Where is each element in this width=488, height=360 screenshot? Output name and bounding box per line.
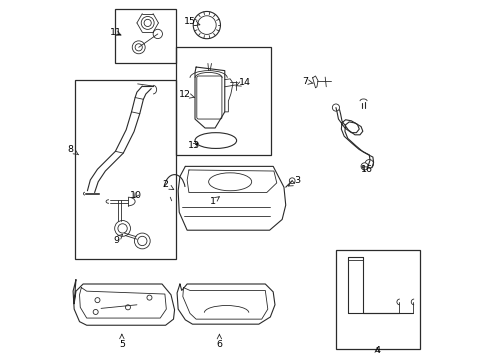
Circle shape xyxy=(115,221,130,236)
Text: 14: 14 xyxy=(235,78,250,87)
Circle shape xyxy=(134,233,150,249)
Circle shape xyxy=(95,298,100,303)
Circle shape xyxy=(118,224,127,233)
Text: 16: 16 xyxy=(360,165,372,174)
Circle shape xyxy=(197,16,216,35)
Bar xyxy=(176,47,271,155)
Text: 1: 1 xyxy=(209,197,219,206)
Circle shape xyxy=(147,295,152,300)
Circle shape xyxy=(125,305,130,310)
Circle shape xyxy=(364,159,373,168)
Text: 2: 2 xyxy=(162,180,173,190)
Text: 9: 9 xyxy=(113,234,122,245)
Circle shape xyxy=(135,44,142,51)
Circle shape xyxy=(193,12,220,39)
Circle shape xyxy=(137,236,147,246)
Text: 6: 6 xyxy=(216,334,222,350)
Text: 12: 12 xyxy=(179,90,194,99)
Bar xyxy=(115,9,176,63)
Text: 3: 3 xyxy=(288,176,300,186)
Bar xyxy=(75,80,176,259)
Text: 11: 11 xyxy=(110,28,122,37)
Circle shape xyxy=(144,19,151,27)
Text: 10: 10 xyxy=(130,190,142,199)
Text: 5: 5 xyxy=(119,334,124,350)
Text: 8: 8 xyxy=(67,145,79,155)
Bar xyxy=(335,250,419,348)
Text: 15: 15 xyxy=(183,17,200,26)
Circle shape xyxy=(153,29,162,39)
FancyBboxPatch shape xyxy=(196,76,222,119)
Text: 13: 13 xyxy=(187,141,199,150)
Circle shape xyxy=(93,310,98,315)
Text: 7: 7 xyxy=(301,77,313,86)
Circle shape xyxy=(332,104,339,111)
Circle shape xyxy=(132,41,145,54)
Circle shape xyxy=(141,17,154,30)
Circle shape xyxy=(360,163,367,170)
Text: 4: 4 xyxy=(373,346,379,355)
